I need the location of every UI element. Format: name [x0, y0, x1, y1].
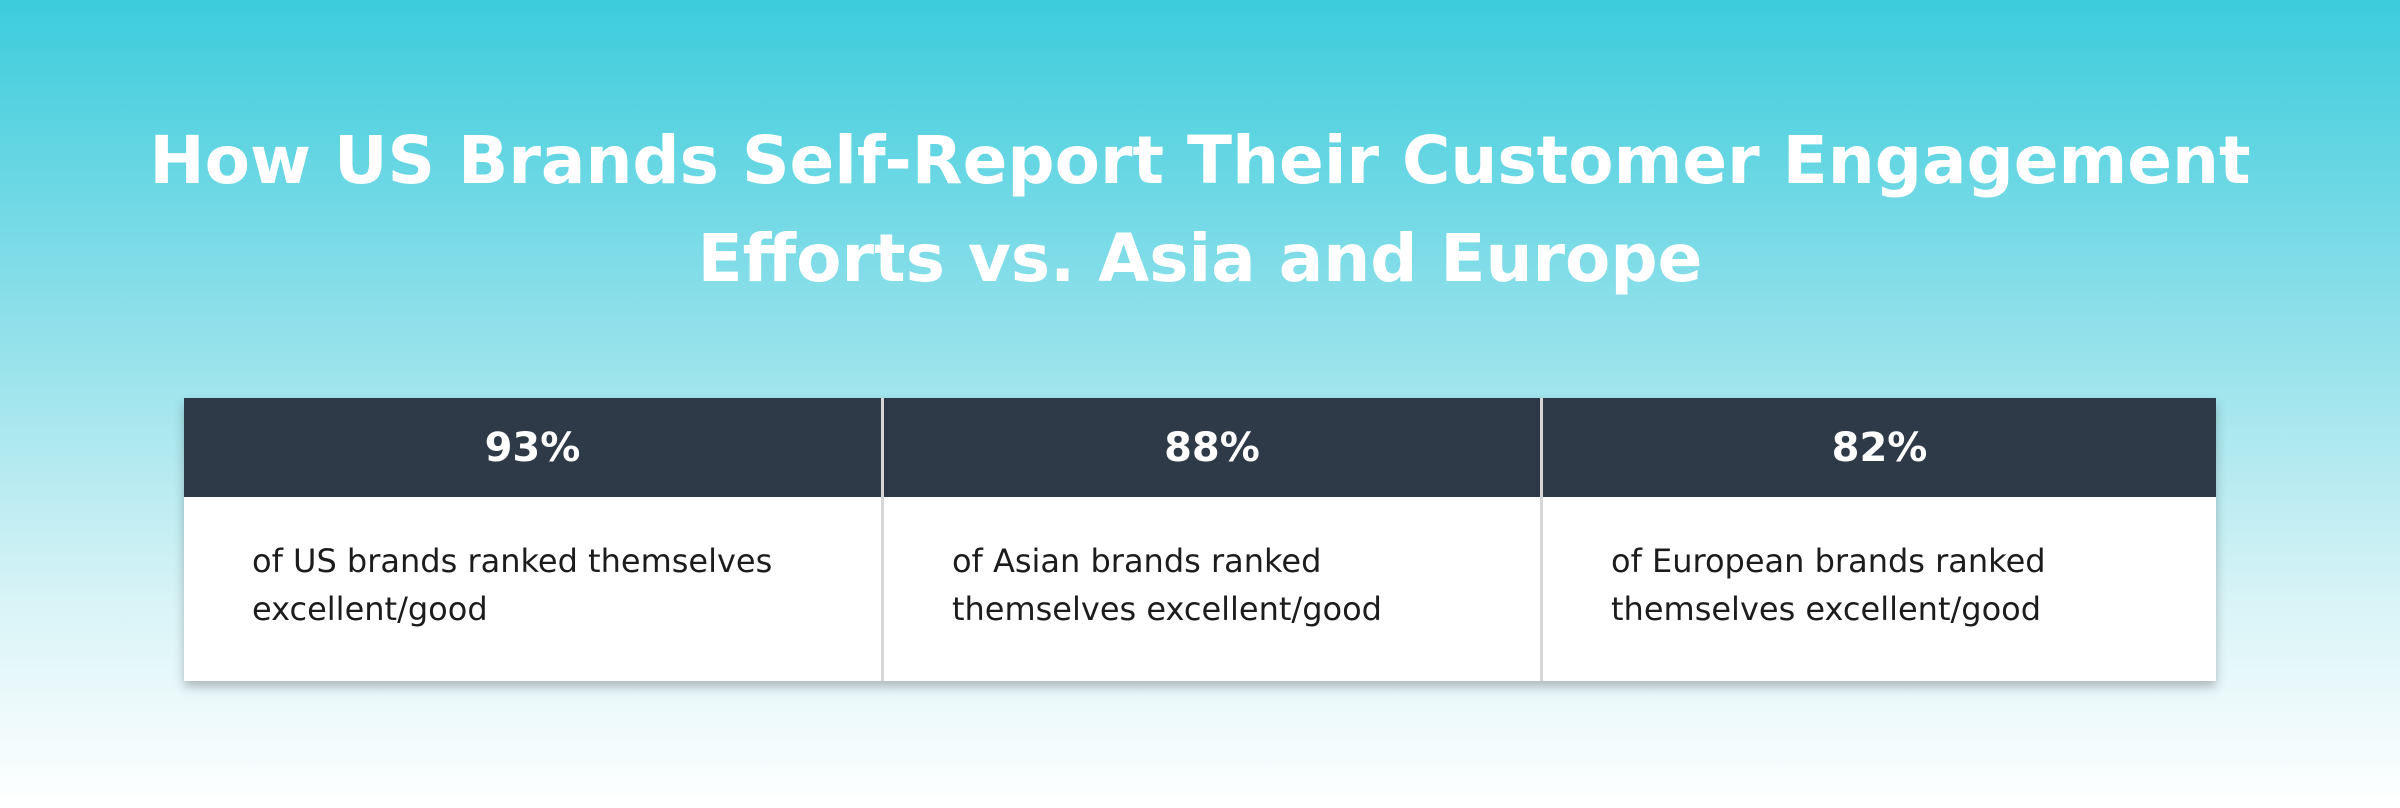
description-line: of European brands ranked — [1611, 542, 2046, 580]
stat-description: of US brands ranked themselves excellent/… — [184, 497, 881, 633]
stat-column: 93% of US brands ranked themselves excelle… — [184, 398, 881, 681]
title-line: How US Brands Self-Report Their Customer… — [149, 122, 2251, 199]
stat-description: of Asian brands ranked themselves excelle… — [884, 497, 1540, 633]
stats-table: 93% of US brands ranked themselves excelle… — [184, 398, 2216, 681]
description-line: themselves excellent/good — [951, 590, 1382, 628]
title: How US Brands Self-Report Their Customer… — [0, 112, 2400, 308]
description-line: of Asian brands ranked — [951, 542, 1322, 580]
stat-column: 88% of Asian brands ranked themselves exce… — [880, 398, 1540, 681]
title-line: Efforts vs. Asia and Europe — [697, 220, 1703, 297]
stat-value: 93% — [184, 398, 881, 497]
stat-description: of European brands ranked themselves exce… — [1543, 497, 2216, 633]
stat-value: 88% — [883, 398, 1540, 497]
description-line: of US brands ranked themselves — [252, 542, 773, 580]
stat-column: 82% of European brands ranked themselves e… — [1540, 398, 2216, 681]
stat-value: 82% — [1543, 398, 2216, 497]
description-line: excellent/good — [252, 590, 488, 628]
description-line: themselves excellent/good — [1611, 590, 2042, 628]
